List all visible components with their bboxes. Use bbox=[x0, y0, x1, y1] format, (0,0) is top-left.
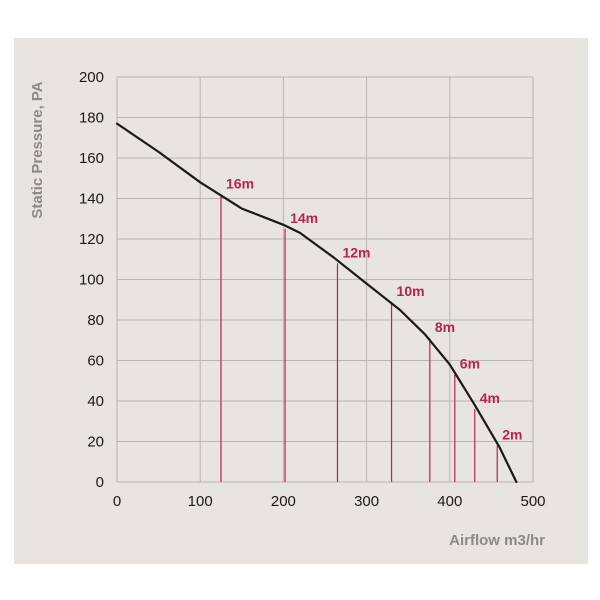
y-tick-label: 20 bbox=[87, 434, 104, 451]
y-tick-label: 140 bbox=[79, 191, 104, 208]
y-tick-label: 160 bbox=[79, 150, 104, 167]
marker-label: 8m bbox=[435, 319, 455, 335]
chart-background bbox=[14, 38, 588, 564]
length-markers: 16m 14m 12m 10m 8m 6m 4m 2m bbox=[220, 175, 522, 482]
x-tick-label: 400 bbox=[437, 493, 462, 510]
x-tick-label: 100 bbox=[188, 493, 213, 510]
marker-label: 2m bbox=[502, 427, 522, 443]
marker-label: 4m bbox=[480, 390, 500, 406]
y-tick-label: 100 bbox=[79, 272, 104, 289]
y-tick-label: 200 bbox=[79, 69, 104, 86]
performance-curve bbox=[115, 122, 518, 484]
series-line bbox=[115, 122, 518, 484]
marker-label: 12m bbox=[342, 244, 370, 260]
marker-label: 6m bbox=[460, 356, 480, 372]
axis-ticks: 0 20 40 60 80 100 120 140 160 180 200 0 100 200 300 400… bbox=[79, 69, 546, 510]
y-tick-label: 40 bbox=[87, 393, 104, 410]
x-axis-title: Airflow m3/hr bbox=[449, 532, 545, 549]
y-axis-title: Static Pressure, PA bbox=[29, 81, 46, 218]
marker-label: 14m bbox=[290, 210, 318, 226]
marker-label: 16m bbox=[226, 175, 254, 191]
y-tick-label: 120 bbox=[79, 231, 104, 248]
y-tick-label: 0 bbox=[96, 474, 104, 491]
y-tick-label: 80 bbox=[87, 312, 104, 329]
x-tick-label: 0 bbox=[113, 493, 121, 510]
x-tick-label: 300 bbox=[354, 493, 379, 510]
x-tick-label: 200 bbox=[271, 493, 296, 510]
y-tick-label: 60 bbox=[87, 353, 104, 370]
y-tick-label: 180 bbox=[79, 110, 104, 127]
x-tick-label: 500 bbox=[520, 493, 545, 510]
grid bbox=[116, 76, 534, 483]
marker-label: 10m bbox=[397, 283, 425, 299]
